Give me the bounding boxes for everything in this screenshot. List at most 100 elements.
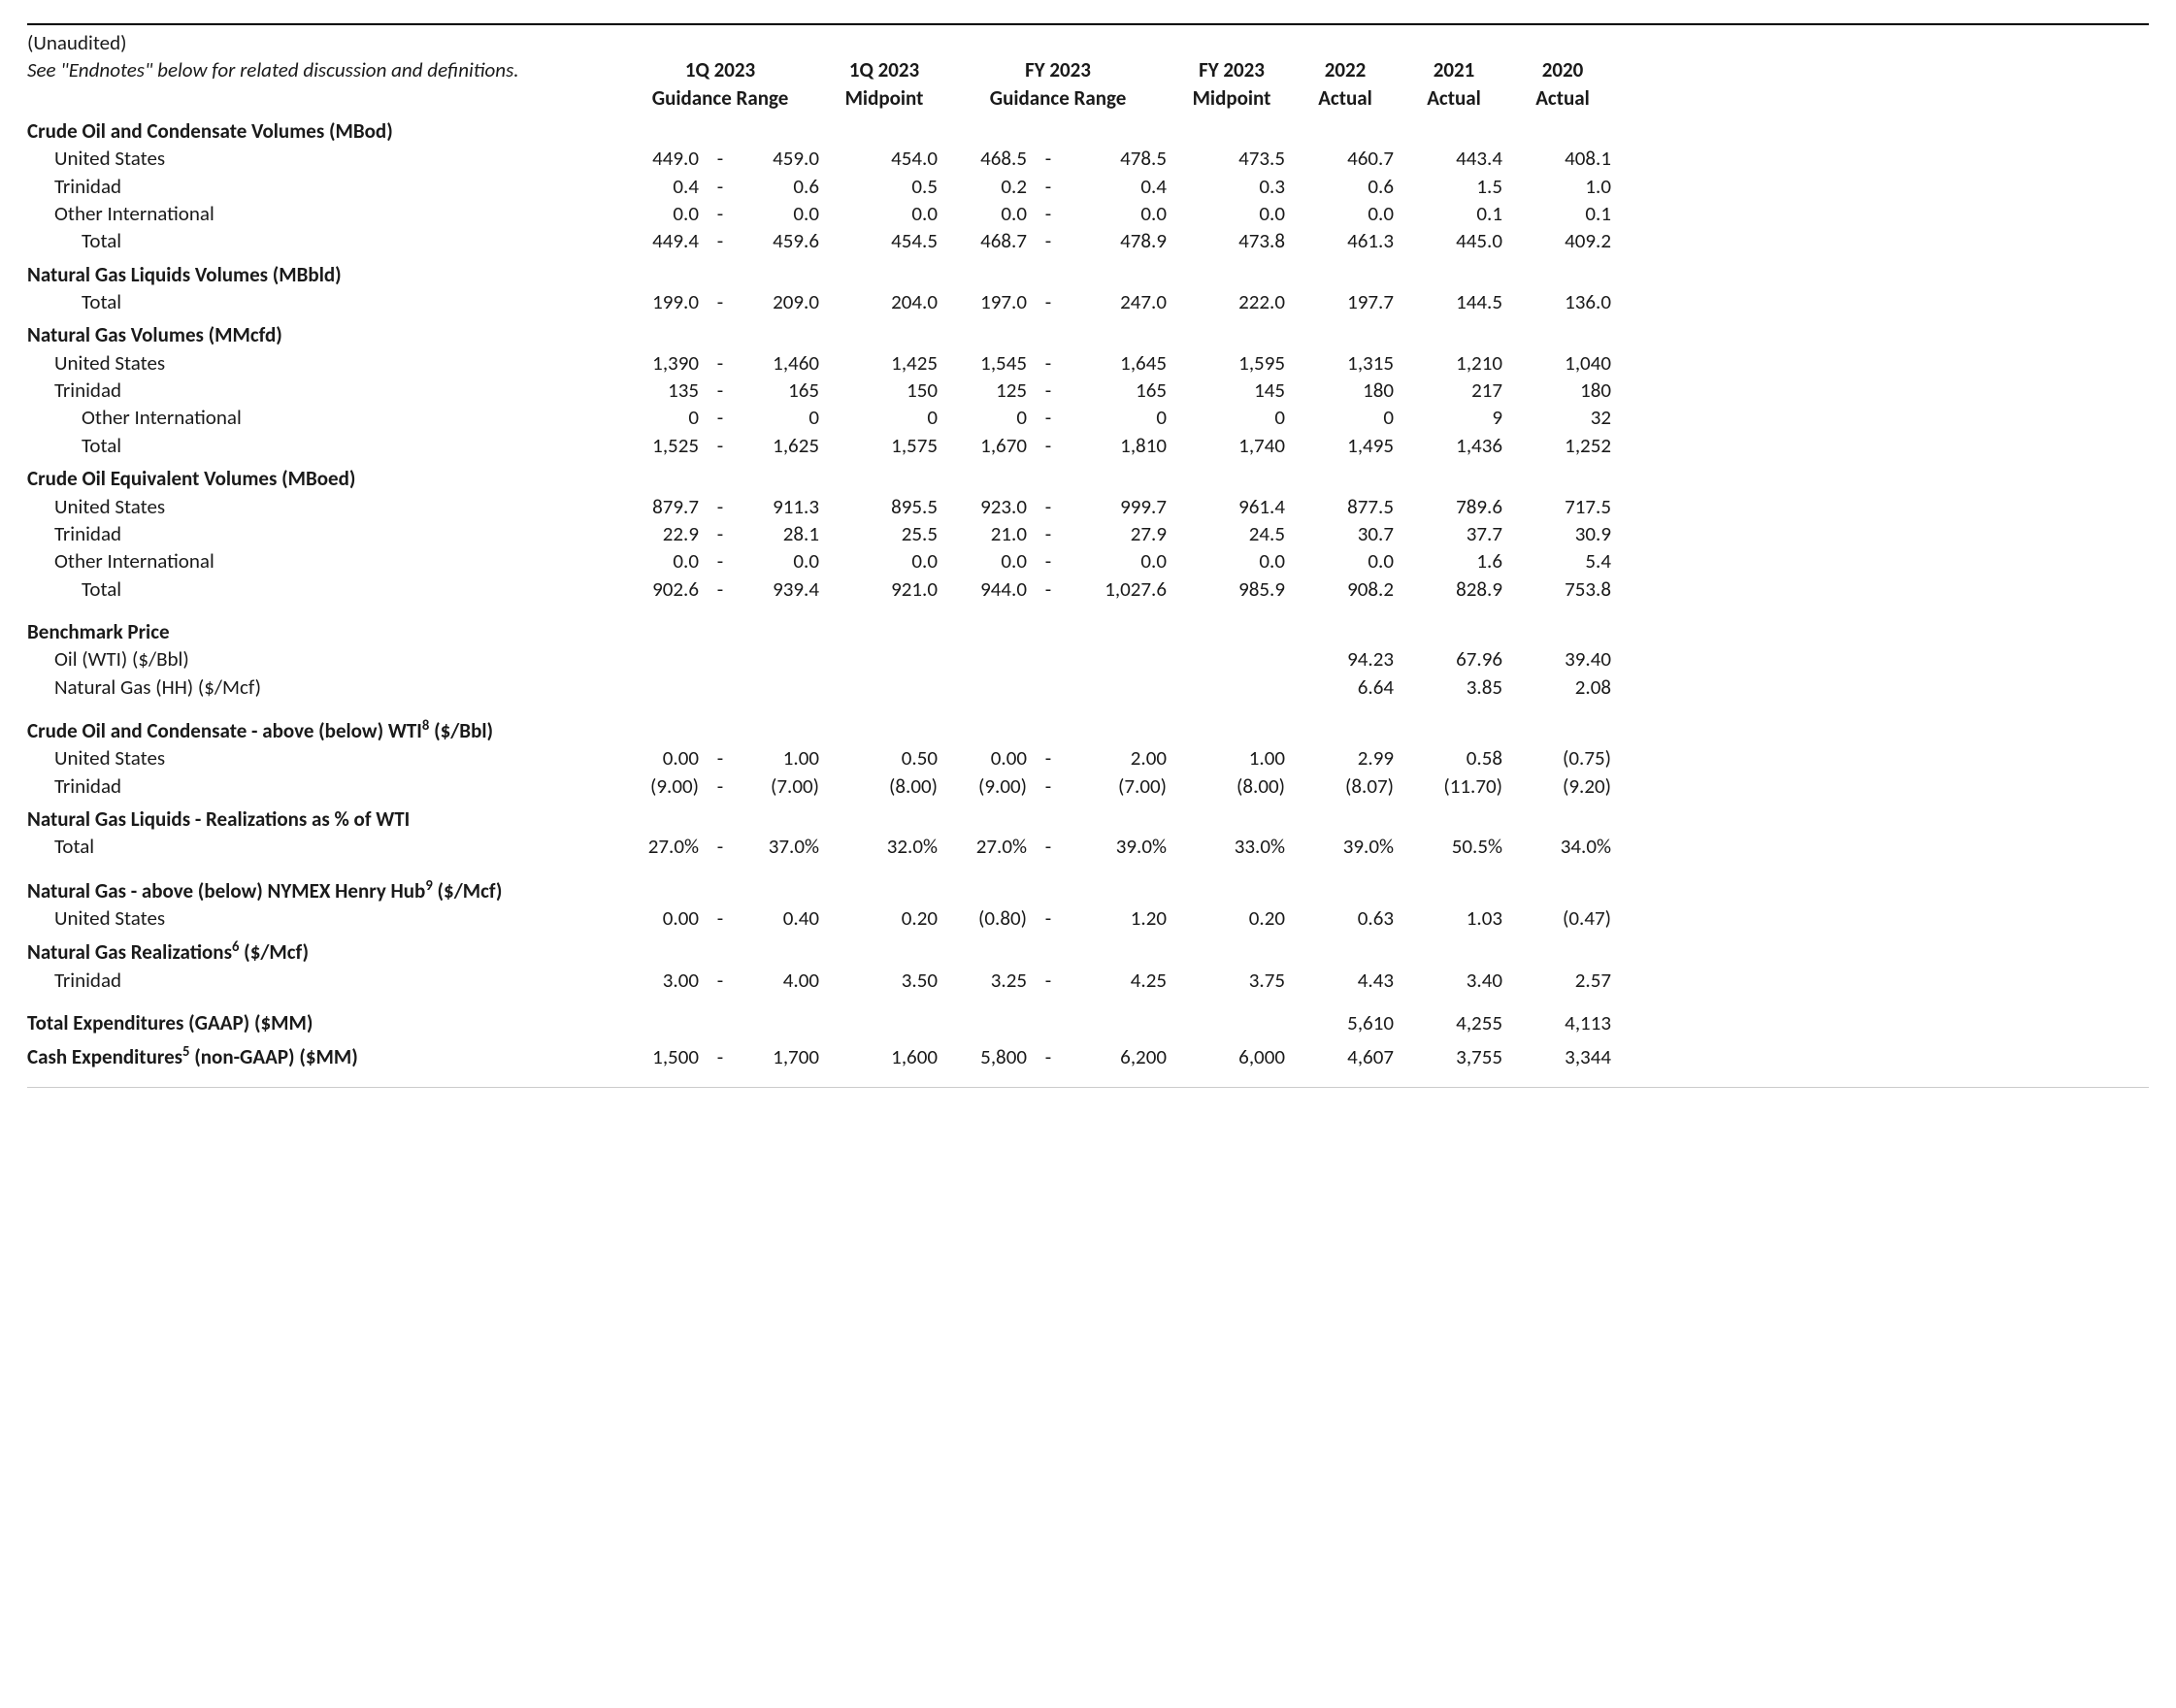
range-dash: - xyxy=(710,349,730,377)
section-header-row: Natural Gas Liquids Volumes (MBbld) xyxy=(27,255,2149,288)
actual-2021: 3,755 xyxy=(1405,1043,1502,1070)
row-label: United States xyxy=(27,493,610,520)
q1-high: 459.0 xyxy=(742,145,819,172)
range-dash: - xyxy=(1039,493,1058,520)
fy-mid: 473.8 xyxy=(1178,227,1285,254)
q1-mid: 150 xyxy=(831,377,938,404)
actual-2021: 0.1 xyxy=(1405,200,1502,227)
range-dash: - xyxy=(710,288,730,315)
hdr-2022-l1: 2022 xyxy=(1297,56,1394,83)
actual-2020: 717.5 xyxy=(1514,493,1611,520)
actual-2020: 408.1 xyxy=(1514,145,1611,172)
range-dash: - xyxy=(1039,547,1058,575)
q1-high: 37.0% xyxy=(742,833,819,860)
q1-high: 0 xyxy=(742,404,819,431)
row-label: Cash Expenditures5 (non-GAAP) ($MM) xyxy=(27,1036,610,1070)
actual-2022: 2.99 xyxy=(1297,744,1394,772)
table-row: Trinidad22.9-28.125.521.0-27.924.530.737… xyxy=(27,520,2149,547)
actual-2022: 4.43 xyxy=(1297,967,1394,994)
fy-low: 27.0% xyxy=(949,833,1027,860)
q1-high: 0.0 xyxy=(742,547,819,575)
fy-low: 5,800 xyxy=(949,1043,1027,1070)
range-dash: - xyxy=(1039,833,1058,860)
row-label: Other International xyxy=(27,200,610,227)
table-row: Other International0-000-000932 xyxy=(27,404,2149,431)
unaudited-label: (Unaudited) xyxy=(27,29,2149,56)
range-dash: - xyxy=(710,1043,730,1070)
q1-mid: 0.0 xyxy=(831,547,938,575)
hdr-q1-range-l1: 1Q 2023 xyxy=(621,56,819,83)
row-label: Trinidad xyxy=(27,772,610,800)
fy-low: (9.00) xyxy=(949,772,1027,800)
row-label: Trinidad xyxy=(27,173,610,200)
actual-2020: 1.0 xyxy=(1514,173,1611,200)
range-dash: - xyxy=(710,432,730,459)
hdr-q1-range-l2: Guidance Range xyxy=(621,84,819,112)
q1-high: 459.6 xyxy=(742,227,819,254)
table-row: United States449.0-459.0454.0468.5-478.5… xyxy=(27,145,2149,172)
q1-low: 1,525 xyxy=(621,432,699,459)
section-title: Crude Oil and Condensate Volumes (MBod) xyxy=(27,112,610,145)
hdr-2022-l2: Actual xyxy=(1297,84,1394,112)
hdr-fy-range-l1: FY 2023 xyxy=(949,56,1167,83)
q1-mid: (8.00) xyxy=(831,772,938,800)
fy-mid: 6,000 xyxy=(1178,1043,1285,1070)
table-row: Natural Gas (HH) ($/Mcf)6.643.852.08 xyxy=(27,673,2149,701)
fy-mid: 24.5 xyxy=(1178,520,1285,547)
q1-mid: 1,600 xyxy=(831,1043,938,1070)
fy-high: 1,645 xyxy=(1070,349,1167,377)
table-row: Total199.0-209.0204.0197.0-247.0222.0197… xyxy=(27,288,2149,315)
range-dash: - xyxy=(710,772,730,800)
q1-mid: 1,425 xyxy=(831,349,938,377)
q1-high: 911.3 xyxy=(742,493,819,520)
fy-low: 3.25 xyxy=(949,967,1027,994)
row-label: Total Expenditures (GAAP) ($MM) xyxy=(27,1003,610,1036)
actual-2020: (0.47) xyxy=(1514,904,1611,932)
row-label: Trinidad xyxy=(27,377,610,404)
hdr-q1-mid-l1: 1Q 2023 xyxy=(831,56,938,83)
fy-high: 0.4 xyxy=(1070,173,1167,200)
fy-low: 0.0 xyxy=(949,547,1027,575)
fy-low: 0.00 xyxy=(949,744,1027,772)
q1-mid: 454.0 xyxy=(831,145,938,172)
section-title: Natural Gas Liquids - Realizations as % … xyxy=(27,800,610,833)
range-dash: - xyxy=(1039,349,1058,377)
fy-mid: (8.00) xyxy=(1178,772,1285,800)
actual-2021: 1,436 xyxy=(1405,432,1502,459)
q1-low: 199.0 xyxy=(621,288,699,315)
bottom-rule xyxy=(27,1087,2149,1088)
q1-low: 449.0 xyxy=(621,145,699,172)
range-dash: - xyxy=(1039,1043,1058,1070)
fy-mid: 985.9 xyxy=(1178,575,1285,603)
table-row: Trinidad135-165150125-165145180217180 xyxy=(27,377,2149,404)
q1-high: 165 xyxy=(742,377,819,404)
row-label: Total xyxy=(27,432,610,459)
actual-2021: 4,255 xyxy=(1405,1009,1502,1036)
actual-2022: 908.2 xyxy=(1297,575,1394,603)
spacer xyxy=(27,861,2149,870)
fy-high: 0 xyxy=(1070,404,1167,431)
fy-low: 0.2 xyxy=(949,173,1027,200)
table-row: United States0.00-1.000.500.00-2.001.002… xyxy=(27,744,2149,772)
actual-2021: 1.6 xyxy=(1405,547,1502,575)
actual-2021: 0.58 xyxy=(1405,744,1502,772)
range-dash: - xyxy=(710,404,730,431)
actual-2021: 50.5% xyxy=(1405,833,1502,860)
fy-mid: 473.5 xyxy=(1178,145,1285,172)
hdr-fy-mid-l1: FY 2023 xyxy=(1178,56,1285,83)
actual-2021: 67.96 xyxy=(1405,645,1502,673)
actual-2022: 94.23 xyxy=(1297,645,1394,673)
fy-mid: 0.0 xyxy=(1178,547,1285,575)
actual-2022: 0 xyxy=(1297,404,1394,431)
range-dash: - xyxy=(710,833,730,860)
actual-2022: 4,607 xyxy=(1297,1043,1394,1070)
actual-2020: 30.9 xyxy=(1514,520,1611,547)
range-dash: - xyxy=(710,744,730,772)
section-title: Natural Gas Realizations6 ($/Mcf) xyxy=(27,932,610,966)
range-dash: - xyxy=(1039,227,1058,254)
q1-high: 1,460 xyxy=(742,349,819,377)
fy-mid: 1,595 xyxy=(1178,349,1285,377)
row-label: Other International xyxy=(27,547,610,575)
range-dash: - xyxy=(1039,404,1058,431)
row-label: United States xyxy=(27,145,610,172)
